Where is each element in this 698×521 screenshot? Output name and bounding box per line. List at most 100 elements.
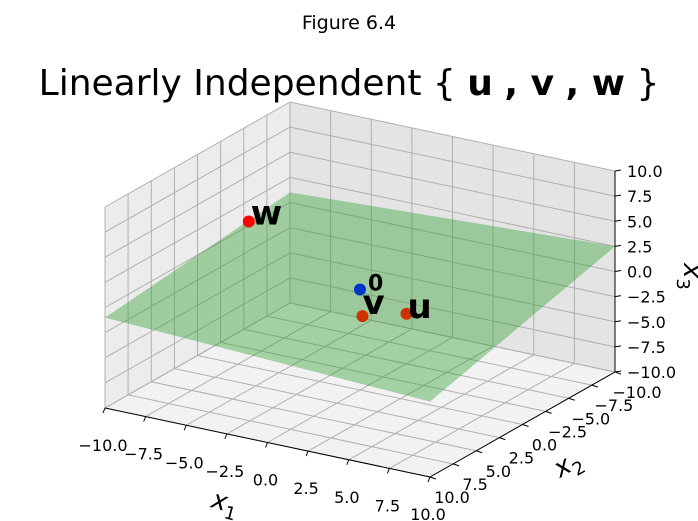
z-tick-mark [614, 244, 622, 247]
z-axis-label-sub: 3 [672, 278, 693, 289]
y-gridline [197, 154, 523, 425]
z-tick-mark [614, 270, 622, 272]
chart-title-v: v [531, 63, 554, 104]
y-tick-mark [545, 410, 552, 414]
z-tick-mark [614, 345, 622, 348]
x-gridline [307, 145, 494, 452]
x-tick-mark [265, 442, 268, 448]
x-gridline [267, 136, 453, 443]
y-tick-label: 10.0 [434, 488, 470, 507]
x-tick-label: 0.0 [253, 471, 278, 490]
point-label-w: w [251, 194, 282, 234]
chart-title-u: u [467, 63, 493, 104]
z-axis-label-main: x [677, 262, 698, 279]
y-gridline [173, 167, 500, 439]
x-tick-label: −5.0 [165, 453, 204, 472]
z-gridline [104, 277, 616, 384]
x-tick-mark [102, 407, 106, 414]
z-tick-mark [614, 194, 622, 197]
x-tick-label: −7.5 [124, 445, 163, 464]
x-tick-mark [427, 476, 431, 483]
x-tick-mark [386, 468, 390, 474]
chart-title-brace-open: { [433, 63, 456, 104]
y-tick-label: −5.0 [571, 409, 610, 428]
z-gridline [104, 201, 616, 308]
y-gridline [220, 141, 546, 412]
y-tick-mark [522, 424, 529, 427]
x-tick-mark [224, 433, 228, 440]
y-gridline [266, 115, 593, 386]
point-v [356, 310, 369, 323]
point-label-u: u [408, 287, 432, 327]
y-gridline [127, 193, 454, 465]
z-tick-label: 5.0 [627, 212, 652, 231]
z-tick-label: 2.5 [627, 237, 652, 256]
z-gridline [104, 302, 616, 409]
y-tick-label: −2.5 [548, 422, 587, 441]
x-gridline [226, 127, 413, 435]
z-tick-mark [614, 169, 622, 172]
x-tick-label: −10.0 [78, 436, 127, 455]
z-tick-label: −5.0 [627, 313, 666, 332]
z-gridline [104, 227, 616, 334]
y-tick-mark [499, 437, 506, 441]
x-gridline [348, 153, 535, 461]
y-tick-mark [452, 463, 460, 467]
y-tick-mark [476, 450, 483, 454]
y-tick-label: −7.5 [594, 396, 633, 415]
y-tick-label: 2.5 [509, 449, 534, 468]
y-tick-label: 7.5 [462, 475, 487, 494]
span-plane [105, 192, 615, 402]
z-tick-label: 10.0 [627, 162, 663, 181]
z-axis-label: x3 [672, 262, 698, 290]
point-label-v: v [363, 283, 385, 323]
x-tick-mark [183, 425, 187, 431]
x-tick-label: −2.5 [205, 462, 244, 481]
z-gridline [104, 126, 616, 233]
x-tick-label: 5.0 [334, 488, 359, 507]
z-tick-label: 7.5 [627, 187, 652, 206]
z-gridline [104, 151, 616, 258]
x-tick-mark [305, 450, 309, 457]
z-gridline [104, 252, 616, 359]
y-tick-mark [568, 397, 575, 401]
y-tick-mark [429, 476, 437, 480]
chart-title-prefix: Linearly Independent [39, 63, 433, 104]
x-axis-label: x1 [206, 485, 242, 521]
chart-title: Linearly Independent { u , v , w } [39, 63, 660, 104]
z-tick-label: 0.0 [627, 263, 652, 282]
figure-suptitle: Figure 6.4 [301, 12, 397, 34]
y-tick-label: −10.0 [612, 383, 661, 402]
plane-layer [105, 192, 615, 402]
z-tick-mark [614, 219, 622, 222]
point-origin [354, 283, 366, 296]
z-tick-mark [614, 370, 622, 373]
axes-grid [104, 101, 616, 478]
z-gridline [104, 101, 616, 208]
point-u [400, 307, 413, 320]
z-tick-mark [614, 295, 622, 298]
z-tick-mark [614, 320, 622, 323]
x-gridline [389, 162, 575, 469]
y-tick-mark [591, 384, 599, 388]
x-tick-label: 2.5 [293, 479, 318, 498]
x-axis-label-sub: 1 [222, 502, 238, 521]
chart-title-brace-close: } [636, 63, 659, 104]
z-tick-label: −7.5 [627, 338, 666, 357]
y-gridline [150, 180, 477, 452]
z-tick-label: −2.5 [627, 288, 666, 307]
point-label-origin: 0 [368, 272, 383, 297]
chart-title-sep-2: , [566, 63, 592, 104]
y-tick-label: 0.0 [532, 436, 557, 455]
chart-title-sep-1: , [504, 63, 530, 104]
y-gridline [243, 128, 569, 399]
y-tick-label: 5.0 [486, 462, 511, 481]
x-tick-label: 10.0 [410, 505, 446, 521]
x-tick-label: 7.5 [375, 496, 400, 515]
points-layer: 0uv w [242, 194, 432, 327]
x-tick-mark [346, 459, 350, 465]
point-w [242, 215, 255, 228]
x-gridline [186, 119, 372, 426]
tick-labels: −10.0−10.0−10.0−7.5−7.5−7.5−5.0−5.0−5.0−… [78, 162, 676, 521]
